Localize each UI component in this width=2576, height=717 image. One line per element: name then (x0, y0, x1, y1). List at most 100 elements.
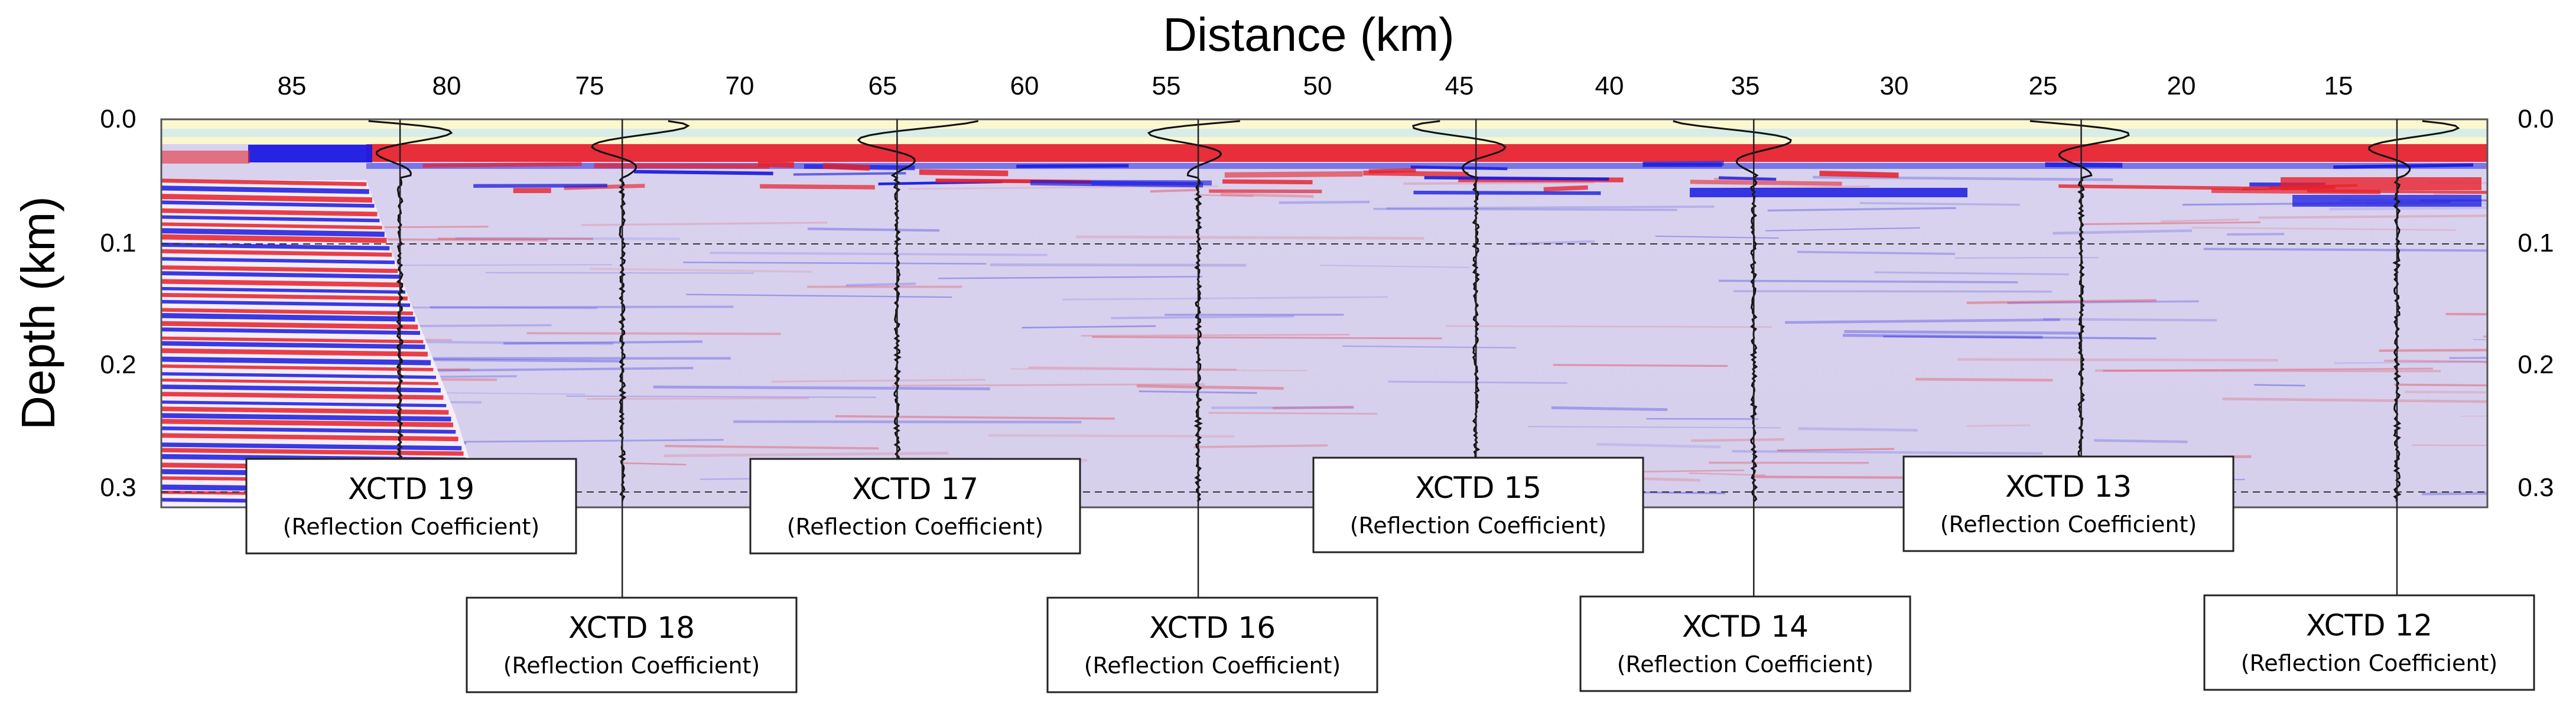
probe-labels: XCTD 19 (Reflection Coefficient) XCTD 18… (245, 455, 2535, 693)
faint-reflector (1022, 325, 1156, 329)
faint-reflector (1193, 444, 1328, 448)
faint-reflector (421, 340, 614, 346)
shallow-reflector (1030, 180, 1204, 188)
faint-reflector (2379, 348, 2487, 352)
probe-label-xctd-15: XCTD 15 (Reflection Coefficient) (1312, 457, 1644, 553)
shallow-reflector (1016, 164, 1129, 168)
wedge-reflector (161, 372, 437, 379)
probe-subtitle: (Reflection Coefficient) (503, 653, 760, 679)
x-tick-label: 40 (1595, 71, 1624, 100)
shallow-reflector (422, 162, 582, 168)
faint-reflector (1844, 330, 2080, 335)
faint-reflector (526, 332, 781, 335)
faint-reflector (1553, 364, 1728, 367)
probe-title: XCTD 19 (348, 472, 474, 506)
probe-label-xctd-13: XCTD 13 (Reflection Coefficient) (1902, 455, 2235, 552)
shallow-reflector (919, 169, 1009, 177)
x-axis-title: Distance (km) (1163, 8, 1454, 61)
shallow-reflector (1718, 176, 1777, 181)
y-tick-label: 0.0 (100, 105, 136, 133)
probe-box (466, 597, 798, 693)
faint-reflector (1767, 207, 1956, 212)
x-tick-label: 20 (2167, 71, 2196, 100)
y-tick-label: 0.3 (2518, 473, 2554, 502)
faint-reflector (2329, 206, 2487, 211)
shallow-reflector (161, 151, 250, 164)
probe-box (2203, 594, 2535, 691)
section-background (161, 119, 2487, 507)
wedge-reflector (161, 413, 451, 422)
x-tick-label: 85 (278, 71, 307, 100)
faint-reflector (1966, 299, 2157, 304)
faint-reflector (1208, 412, 1377, 415)
faint-reflector (2043, 318, 2217, 322)
faint-reflector (2203, 247, 2487, 252)
probe-title: XCTD 15 (1415, 471, 1541, 505)
y-tick-label: 0.0 (2518, 105, 2554, 133)
wedge-reflector (161, 378, 438, 385)
faint-reflector (1111, 315, 1294, 320)
faint-reflector (663, 451, 949, 458)
faint-reflector (1874, 271, 2069, 276)
wedge-reflector (161, 433, 458, 442)
shallow-reflector (1222, 179, 1313, 185)
faint-reflector (2334, 361, 2487, 364)
probe-leader-lines (399, 119, 2398, 598)
shallow-reflector (594, 163, 770, 169)
wedge-reflector (161, 215, 380, 223)
seismic-section (160, 118, 2489, 509)
faint-reflector (2191, 227, 2457, 231)
shallow-reflector (2211, 188, 2380, 194)
faint-reflector (620, 462, 687, 465)
wedge-reflector (161, 308, 414, 315)
wedge-reflector (161, 364, 434, 371)
y-axis-title: Depth (km) (12, 196, 64, 430)
faint-reflector (1081, 334, 1350, 337)
shallow-reflector (248, 145, 372, 162)
faint-reflector (1403, 181, 1595, 185)
shallow-reflector (757, 161, 794, 168)
faint-reflector (2053, 229, 2193, 235)
shallow-reflector (633, 170, 773, 175)
wedge-reflector (161, 249, 392, 257)
y-tick-label: 0.3 (100, 473, 136, 502)
wedge-reflector (161, 384, 441, 393)
faint-reflector (807, 227, 940, 232)
wedge-reflector (161, 321, 418, 330)
faint-reflector (1966, 424, 2031, 427)
wedge-reflector (161, 185, 369, 194)
faint-reflector (2007, 300, 2199, 304)
faint-reflector (845, 282, 916, 287)
y-tick-labels-right: 0.0 0.1 0.2 0.3 (2518, 105, 2554, 502)
shallow-reflector (1690, 188, 1967, 197)
x-tick-labels: 85 80 75 70 65 60 55 50 45 40 35 30 25 2… (278, 71, 2353, 100)
probe-box (1902, 455, 2235, 552)
probe-title: XCTD 12 (2306, 608, 2432, 643)
x-tick-label: 50 (1303, 71, 1332, 100)
shallow-reflector (1690, 180, 1842, 186)
probe-subtitle: (Reflection Coefficient) (1350, 513, 1607, 539)
probe-box (1579, 595, 1911, 692)
water-column-stripe (161, 129, 2487, 137)
wedge-reflector (161, 200, 375, 208)
wedge-reflector (161, 356, 431, 366)
wedge-reflector (161, 265, 398, 273)
faint-reflector (1596, 442, 1721, 449)
shallow-reflector (2333, 163, 2474, 169)
wedge-reflector (161, 234, 387, 243)
faint-reflector (2083, 221, 2260, 226)
faint-reflector (2473, 338, 2487, 341)
faint-reflector (1193, 194, 1254, 197)
faint-reflector (1150, 188, 1199, 193)
x-tick-label: 45 (1445, 71, 1474, 100)
probe-title: XCTD 13 (2005, 470, 2132, 504)
faint-reflector (1732, 450, 2043, 455)
y-tick-labels-left: 0.0 0.1 0.2 0.3 (100, 105, 136, 502)
seismic-reflectors (161, 119, 2487, 507)
x-tick-label: 35 (1731, 71, 1760, 100)
x-tick-label: 25 (2029, 71, 2058, 100)
wedge-reflector (161, 348, 428, 357)
faint-reflector (1319, 264, 1470, 269)
faint-reflector (2254, 384, 2305, 387)
